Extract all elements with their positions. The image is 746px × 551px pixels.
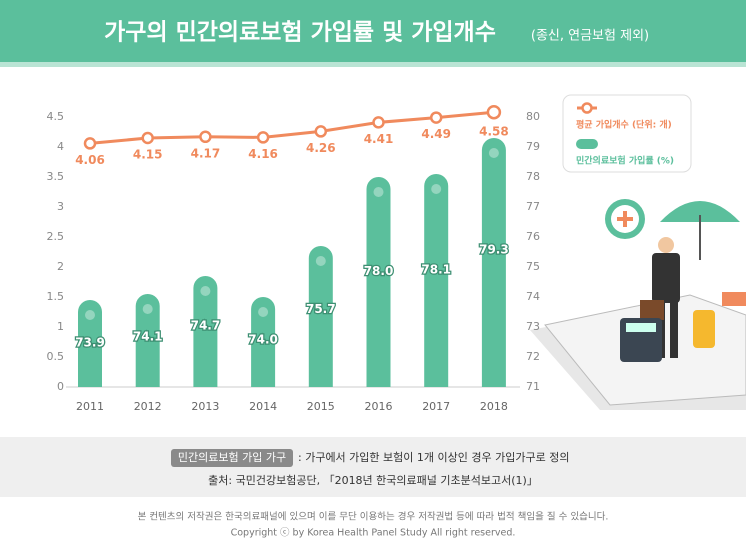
header-stripe xyxy=(0,62,746,67)
legend-swatch xyxy=(576,139,598,149)
line-value-label: 4.15 xyxy=(133,148,163,162)
bar-highlight xyxy=(85,310,95,320)
bar xyxy=(78,300,102,387)
line-value-label: 4.41 xyxy=(364,132,394,146)
legend-label: 민간의료보험 가입률 (%) xyxy=(576,155,674,167)
y-tick-label: 1.5 xyxy=(47,290,65,303)
y2-tick-label: 73 xyxy=(526,320,540,333)
line-value-label: 4.58 xyxy=(479,125,509,139)
line-value-label: 4.06 xyxy=(75,153,105,167)
y2-tick-label: 77 xyxy=(526,200,540,213)
y2-tick-label: 79 xyxy=(526,140,540,153)
y-tick-label: 3.5 xyxy=(47,170,65,183)
line-value-label: 4.17 xyxy=(191,146,221,160)
bar-highlight xyxy=(200,286,211,296)
plus-h xyxy=(617,217,633,221)
source: 출처: 국민건강보험공단, 「2018년 한국의료패널 기초분석보고서(1)」 xyxy=(208,474,538,487)
y-tick-label: 2.5 xyxy=(47,230,65,243)
bar-value-label: 74.0 xyxy=(248,333,278,347)
line-point xyxy=(429,111,443,124)
line-value-label: 4.49 xyxy=(421,127,451,141)
x-tick-label: 2017 xyxy=(422,400,450,413)
y-tick-label: 3 xyxy=(57,200,64,213)
copyright: Copyright ⓒ by Korea Health Panel Study … xyxy=(231,528,516,539)
coins xyxy=(693,310,715,348)
line-point xyxy=(486,104,502,120)
leg-right xyxy=(670,300,678,358)
x-tick-label: 2011 xyxy=(76,400,104,413)
calculator-screen xyxy=(626,323,656,332)
bar xyxy=(481,138,506,387)
y-tick-label: 1 xyxy=(57,320,64,333)
y2-tick-label: 72 xyxy=(526,350,540,363)
legend-point xyxy=(581,102,593,114)
legend-box xyxy=(562,94,692,173)
y2-tick-label: 76 xyxy=(526,230,540,243)
line-value-label: 4.16 xyxy=(248,147,278,161)
line-point xyxy=(256,131,270,144)
y2-tick-label: 78 xyxy=(526,170,540,183)
y2-tick-label: 80 xyxy=(526,110,540,123)
bar xyxy=(424,174,449,387)
bar-value-label: 74.7 xyxy=(191,318,221,332)
briefcase xyxy=(640,300,664,320)
bar-highlight xyxy=(258,307,269,317)
y-tick-label: 2 xyxy=(57,260,64,273)
legend: 평균 가입개수 (단위: 개) 민간의료보험 가입률 (%) xyxy=(576,102,674,167)
x-tick-label: 2016 xyxy=(365,400,393,413)
y-tick-label: 4 xyxy=(57,140,64,153)
badge xyxy=(171,449,293,467)
y2-tick-label: 75 xyxy=(526,260,540,273)
book xyxy=(722,292,746,306)
line-point xyxy=(141,131,154,145)
x-tick-label: 2015 xyxy=(307,400,335,413)
bar xyxy=(251,297,276,387)
line-point xyxy=(314,125,328,138)
line xyxy=(89,110,495,145)
y2-tick-label: 74 xyxy=(526,290,540,303)
bar-value-label: 73.9 xyxy=(75,336,105,350)
y-tick-label: 0 xyxy=(57,380,64,393)
bar-value-label: 74.1 xyxy=(133,330,163,344)
line-point xyxy=(372,116,385,129)
head xyxy=(658,237,674,253)
line-point xyxy=(199,130,212,144)
bar-value-label: 78.0 xyxy=(364,264,394,278)
y2-tick-label: 71 xyxy=(526,380,540,393)
y-tick-label: 4.5 xyxy=(47,110,65,123)
bar-value-label: 78.1 xyxy=(421,262,451,276)
bar xyxy=(135,294,160,387)
bar-highlight xyxy=(488,148,499,158)
note-box xyxy=(0,437,746,497)
bar xyxy=(366,177,391,387)
definition: : 가구에서 가입한 보험이 1개 이상인 경우 가입가구로 정의 xyxy=(298,451,569,464)
illustration xyxy=(530,199,746,410)
y-tick-label: 0.5 xyxy=(47,350,65,363)
umbrella xyxy=(660,201,740,222)
x-tick-label: 2012 xyxy=(134,400,162,413)
x-tick-label: 2013 xyxy=(191,400,219,413)
x-tick-label: 2018 xyxy=(480,400,508,413)
line-point xyxy=(83,137,97,150)
bar xyxy=(193,276,218,387)
badge-text: 민간의료보험 가입 가구 xyxy=(178,451,286,464)
bar-value-label: 75.7 xyxy=(306,302,336,316)
bar-highlight xyxy=(431,184,442,194)
bar-value-label: 79.3 xyxy=(479,243,509,257)
title: 가구의 민간의료보험 가입률 및 가입개수 xyxy=(104,20,496,46)
x-tick-label: 2014 xyxy=(249,400,277,413)
notice: 본 컨텐츠의 저작권은 한국의료패널에 있으며 이를 무단 이용하는 경우 저작… xyxy=(138,511,609,523)
bar-highlight xyxy=(142,304,153,314)
legend-label: 평균 가입개수 (단위: 개) xyxy=(576,119,672,131)
header-band xyxy=(0,0,746,62)
bar-highlight xyxy=(373,187,384,197)
subtitle: (종신, 연금보험 제외) xyxy=(531,29,649,44)
line-value-label: 4.26 xyxy=(306,141,336,155)
bar xyxy=(308,246,333,387)
bar-highlight xyxy=(315,256,326,266)
body xyxy=(652,253,680,303)
